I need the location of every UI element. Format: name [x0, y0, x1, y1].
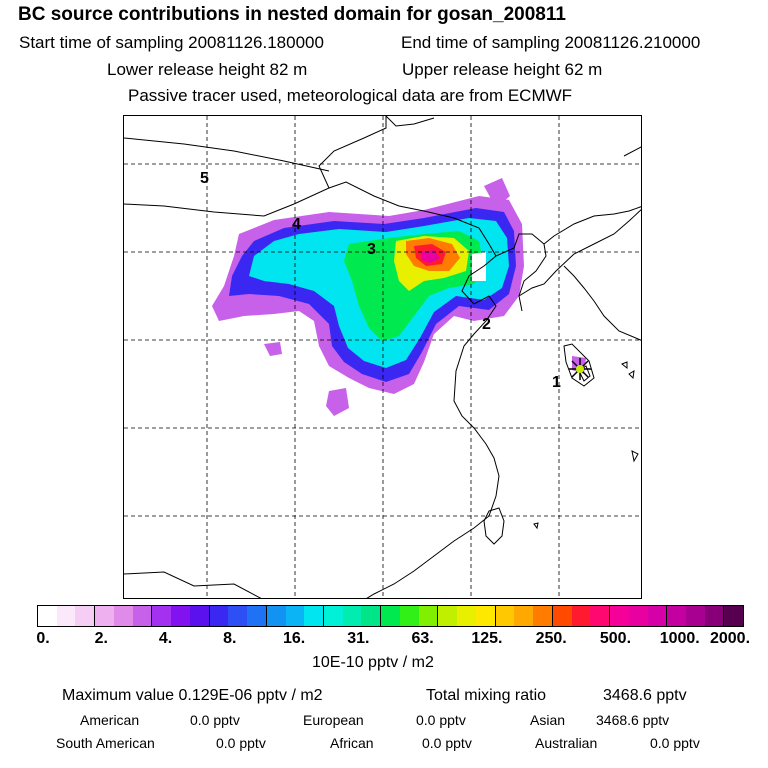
colorbar-swatch: [685, 606, 705, 626]
region-value: 0.0 pptv: [216, 735, 266, 751]
site-marker-5: 5: [200, 170, 209, 187]
colorbar-swatch: [132, 606, 152, 626]
page-title: BC source contributions in nested domain…: [18, 4, 566, 25]
colorbar-swatch: [75, 606, 95, 626]
colorbar-tick-label: 2.: [94, 630, 108, 647]
colorbar-swatch: [265, 606, 286, 626]
colorbar-tick-label: 1000.: [659, 630, 700, 647]
colorbar-swatch: [304, 606, 324, 626]
colorbar-swatch: [38, 606, 57, 626]
total-mixing-label: Total mixing ratio: [426, 687, 547, 704]
max-value-label: Maximum value 0.129E-06 pptv / m2: [62, 687, 323, 704]
region-value: 0.0 pptv: [650, 735, 700, 751]
region-value: 0.0 pptv: [190, 712, 240, 728]
colorbar-swatch: [723, 606, 744, 626]
colorbar-swatch: [418, 606, 438, 626]
lower-release-label: Lower release height 82 m: [107, 60, 308, 79]
colorbar-swatch: [56, 606, 76, 626]
colorbar-tick-label: 2000.: [709, 630, 751, 647]
map-canvas: [124, 116, 641, 598]
colorbar-swatch: [399, 606, 419, 626]
region-name: American: [80, 712, 140, 728]
tracer-note: Passive tracer used, meteorological data…: [128, 86, 573, 105]
colorbar-swatch: [475, 606, 495, 626]
region-value: 0.0 pptv: [416, 712, 466, 728]
colorbar: [37, 605, 744, 627]
colorbar-swatch: [342, 606, 362, 626]
colorbar-tick-label: 63.: [411, 630, 434, 647]
region-value: 3468.6 pptv: [596, 712, 670, 728]
colorbar-swatch: [208, 606, 229, 626]
lat-lon-grid: [124, 116, 641, 598]
colorbar-swatch: [571, 606, 591, 626]
colorbar-swatch: [494, 606, 515, 626]
plume-layer-magenta: [421, 250, 440, 263]
colorbar-swatch: [437, 606, 458, 626]
colorbar-swatch: [514, 606, 534, 626]
colorbar-swatch: [171, 606, 190, 626]
colorbar-swatch: [647, 606, 667, 626]
colorbar-swatch: [285, 606, 305, 626]
colorbar-swatch: [189, 606, 209, 626]
start-time-label: Start time of sampling 20081126.180000: [19, 33, 324, 52]
colorbar-tick-label: 16.: [282, 630, 306, 647]
colorbar-swatch: [247, 606, 266, 626]
bay-gap: [472, 252, 486, 281]
region-name: South American: [56, 735, 155, 751]
end-time-label: End time of sampling 20081126.210000: [401, 33, 701, 52]
upper-release-label: Upper release height 62 m: [402, 60, 603, 79]
colorbar-swatch: [457, 606, 476, 626]
site-marker-4: 4: [292, 216, 301, 233]
total-mixing-value: 3468.6 pptv: [603, 687, 687, 704]
colorbar-swatch: [380, 606, 400, 626]
colorbar-unit: 10E-10 pptv / m2: [312, 654, 434, 671]
region-value: 0.0 pptv: [422, 735, 472, 751]
colorbar-swatch: [704, 606, 724, 626]
site-marker-3: 3: [367, 241, 376, 258]
colorbar-tick-label: 500.: [599, 630, 632, 647]
region-name: African: [330, 735, 374, 751]
receptor-star-marker: [569, 358, 591, 380]
colorbar-swatch: [551, 606, 572, 626]
colorbar-swatch: [609, 606, 629, 626]
map-panel: 5 4 3 2 1: [123, 115, 642, 599]
colorbar-swatch: [666, 606, 686, 626]
colorbar-tick-label: 125.: [471, 630, 503, 647]
region-name: European: [303, 712, 364, 728]
region-name: Asian: [530, 712, 566, 728]
colorbar-tick-label: 250.: [535, 630, 567, 647]
colorbar-swatch: [361, 606, 381, 626]
site-marker-1: 1: [552, 374, 561, 391]
colorbar-tick-label: 8.: [223, 630, 237, 647]
colorbar-swatch: [151, 606, 172, 626]
colorbar-swatch: [94, 606, 114, 626]
region-name: Australian: [535, 735, 598, 751]
colorbar-swatch: [628, 606, 648, 626]
colorbar-swatch: [323, 606, 343, 626]
colorbar-swatch: [113, 606, 133, 626]
colorbar-swatch: [590, 606, 610, 626]
site-marker-2: 2: [482, 316, 491, 333]
colorbar-tick-label: 4.: [158, 630, 173, 647]
colorbar-swatch: [228, 606, 248, 626]
colorbar-swatch: [533, 606, 552, 626]
colorbar-tick-label: 31.: [347, 630, 370, 647]
colorbar-tick-label: 0.: [36, 630, 50, 647]
